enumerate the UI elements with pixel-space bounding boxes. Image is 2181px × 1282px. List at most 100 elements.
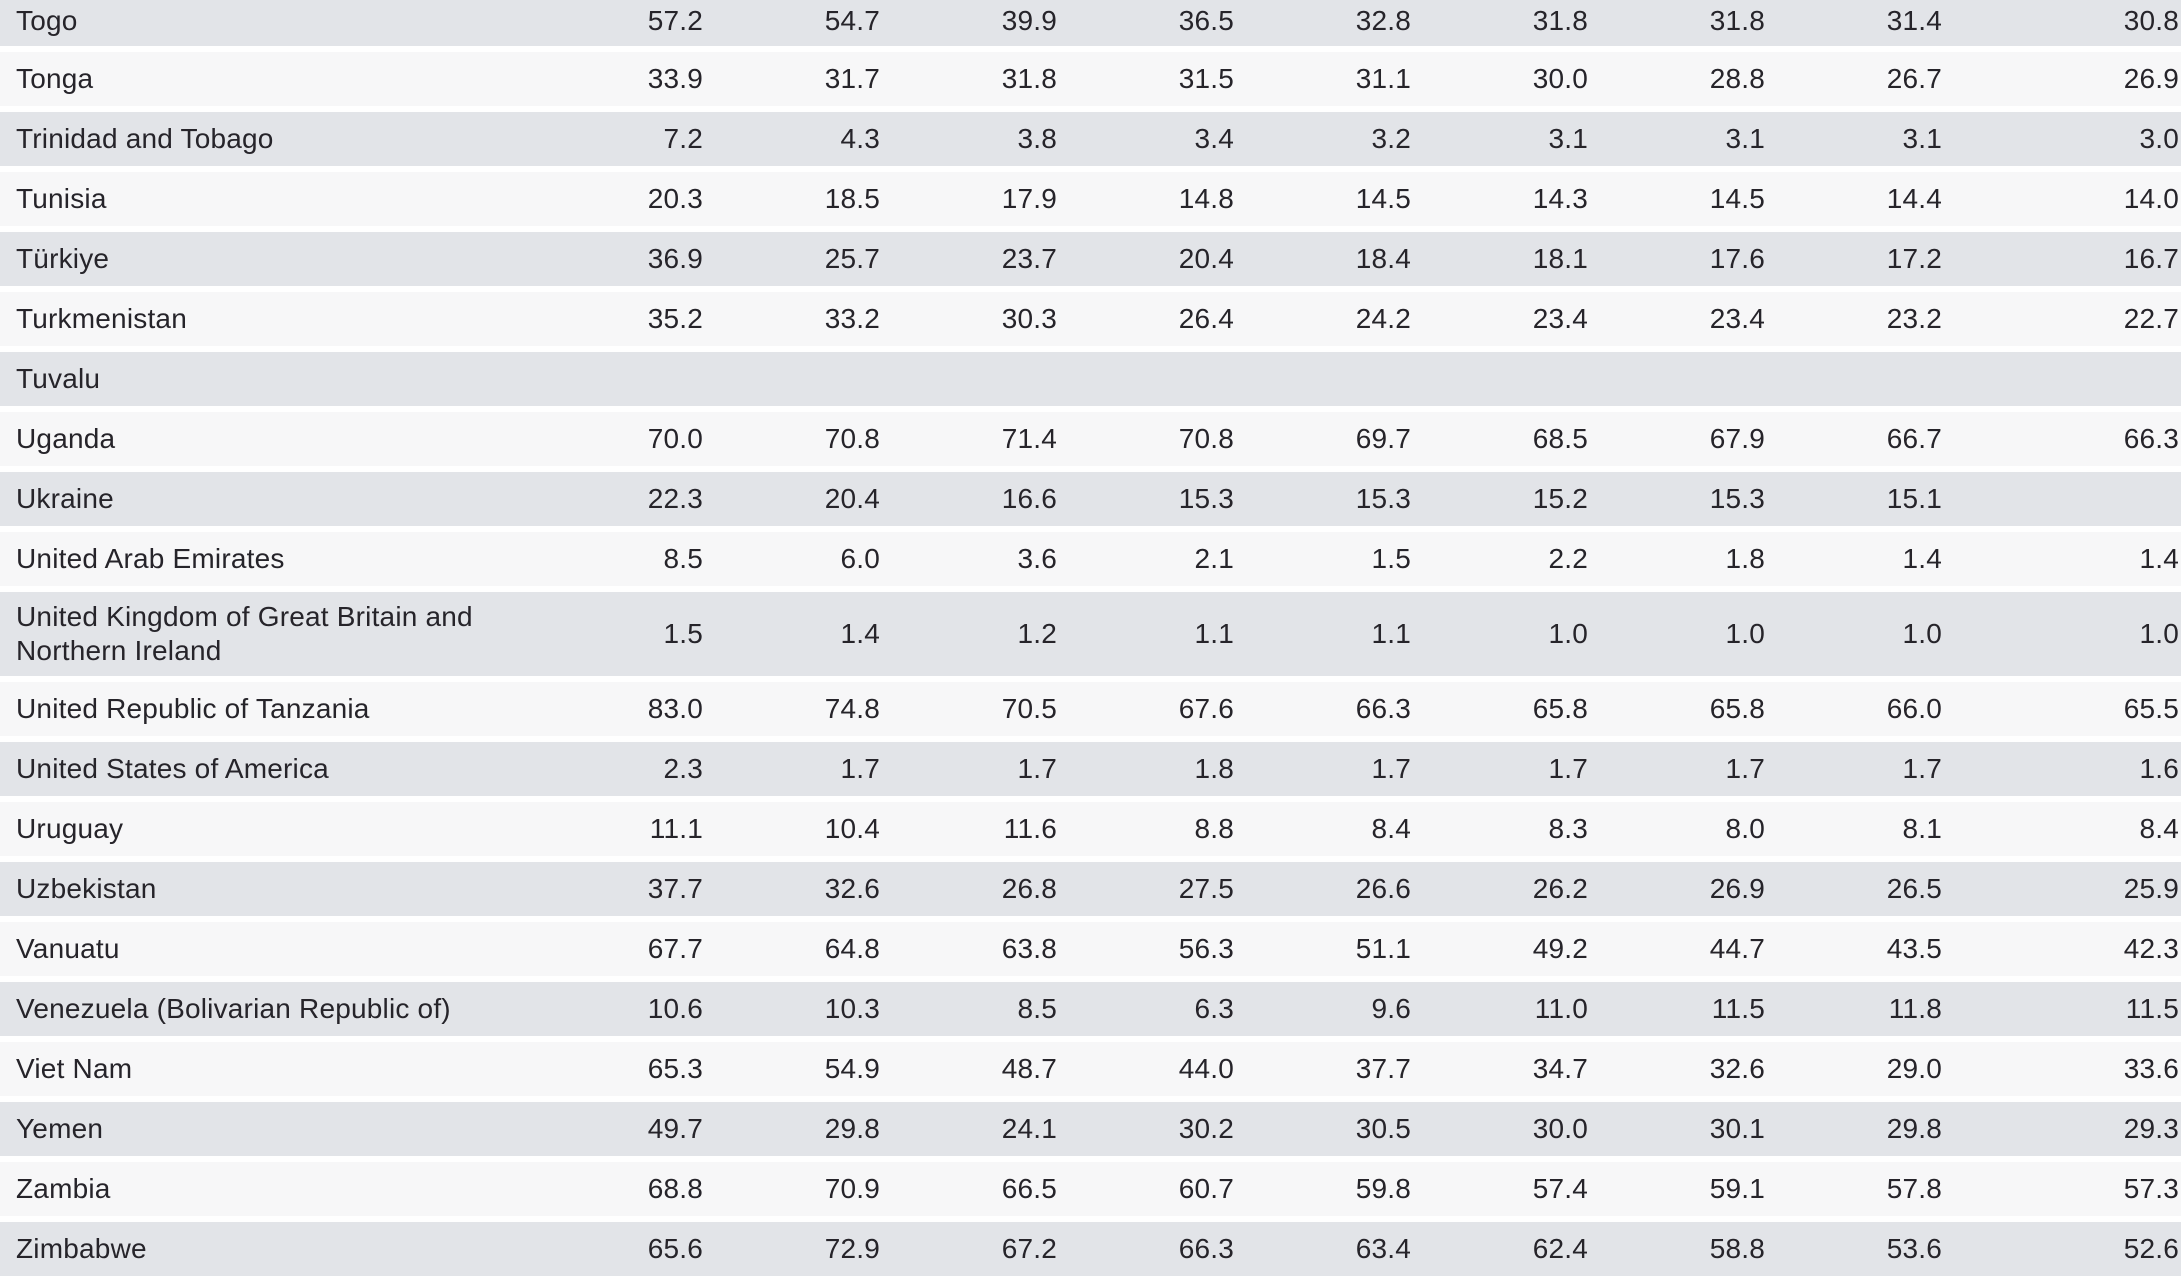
value-cell: 37.7 — [1234, 1042, 1411, 1096]
country-name-cell: Viet Nam — [0, 1042, 526, 1096]
value-cell: 57.8 — [1765, 1162, 1942, 1216]
value-cell: 6.3 — [1057, 982, 1234, 1036]
value-cell: 31.4 — [1765, 0, 1942, 46]
value-cell: 30.1 — [1588, 1102, 1765, 1156]
value-cell: 66.5 — [880, 1162, 1057, 1216]
value-cell: 49.2 — [1411, 922, 1588, 976]
table-row: Tonga 33.9 31.7 31.8 31.5 31.1 30.0 28.8 26.7 26… — [0, 52, 2181, 106]
value-cell: 70.8 — [1057, 412, 1234, 466]
value-cell: 83.0 — [526, 682, 703, 736]
value-cell: 20.4 — [1057, 232, 1234, 286]
value-cell: 3.8 — [880, 112, 1057, 166]
value-cell: 22.7 — [1942, 292, 2181, 346]
value-cell: 28.8 — [1588, 52, 1765, 106]
value-cell: 18.1 — [1411, 232, 1588, 286]
value-cell: 8.8 — [1057, 802, 1234, 856]
value-cell: 57.2 — [526, 0, 703, 46]
table-row: Trinidad and Tobago 7.2 4.3 3.8 3.4 3.2 3.1 3.… — [0, 112, 2181, 166]
value-cell: 23.4 — [1411, 292, 1588, 346]
value-cell: 52.6 — [1942, 1222, 2181, 1276]
country-name-cell: Tunisia — [0, 172, 526, 226]
country-name-cell: Trinidad and Tobago — [0, 112, 526, 166]
value-cell: 8.4 — [1942, 802, 2181, 856]
value-cell: 2.1 — [1057, 532, 1234, 586]
value-cell: 14.4 — [1765, 172, 1942, 226]
value-cell: 14.5 — [1588, 172, 1765, 226]
value-cell: 53.6 — [1765, 1222, 1942, 1276]
value-cell: 15.3 — [1234, 472, 1411, 526]
value-cell: 66.3 — [1942, 412, 2181, 466]
value-cell: 1.0 — [1765, 592, 1942, 676]
value-cell: 72.9 — [703, 1222, 880, 1276]
value-cell: 11.6 — [880, 802, 1057, 856]
value-cell: 4.3 — [703, 112, 880, 166]
value-cell: 6.0 — [703, 532, 880, 586]
value-cell: 59.8 — [1234, 1162, 1411, 1216]
table-row: Turkmenistan 35.2 33.2 30.3 26.4 24.2 23.4 23.… — [0, 292, 2181, 346]
value-cell: 68.8 — [526, 1162, 703, 1216]
value-cell: 31.5 — [1057, 52, 1234, 106]
country-name-cell: Uganda — [0, 412, 526, 466]
value-cell: 57.4 — [1411, 1162, 1588, 1216]
value-cell: 27.5 — [1057, 862, 1234, 916]
country-name-cell: Uruguay — [0, 802, 526, 856]
value-cell — [1057, 352, 1234, 406]
value-cell: 57.3 — [1942, 1162, 2181, 1216]
value-cell: 32.8 — [1234, 0, 1411, 46]
value-cell: 49.7 — [526, 1102, 703, 1156]
value-cell — [880, 352, 1057, 406]
value-cell: 66.7 — [1765, 412, 1942, 466]
value-cell: 1.7 — [1234, 742, 1411, 796]
country-name-cell: Tonga — [0, 52, 526, 106]
value-cell: 60.7 — [1057, 1162, 1234, 1216]
value-cell: 31.8 — [1411, 0, 1588, 46]
value-cell: 26.4 — [1057, 292, 1234, 346]
country-name-cell: Ukraine — [0, 472, 526, 526]
value-cell: 32.6 — [1588, 1042, 1765, 1096]
value-cell — [1588, 352, 1765, 406]
value-cell: 67.2 — [880, 1222, 1057, 1276]
value-cell: 25.7 — [703, 232, 880, 286]
value-cell: 70.0 — [526, 412, 703, 466]
value-cell: 30.2 — [1057, 1102, 1234, 1156]
table-row: Türkiye 36.9 25.7 23.7 20.4 18.4 18.1 17.6 17.2… — [0, 232, 2181, 286]
value-cell: 9.6 — [1234, 982, 1411, 1036]
value-cell: 1.6 — [1942, 742, 2181, 796]
value-cell: 44.0 — [1057, 1042, 1234, 1096]
value-cell: 20.3 — [526, 172, 703, 226]
value-cell: 65.5 — [1942, 682, 2181, 736]
table-row: Uzbekistan 37.7 32.6 26.8 27.5 26.6 26.2 26.9 2… — [0, 862, 2181, 916]
value-cell: 8.3 — [1411, 802, 1588, 856]
value-cell: 48.7 — [880, 1042, 1057, 1096]
value-cell: 1.5 — [526, 592, 703, 676]
value-cell: 70.8 — [703, 412, 880, 466]
value-cell: 1.1 — [1234, 592, 1411, 676]
value-cell: 36.9 — [526, 232, 703, 286]
value-cell: 3.4 — [1057, 112, 1234, 166]
table-row: Vanuatu 67.7 64.8 63.8 56.3 51.1 49.2 44.7 43.5… — [0, 922, 2181, 976]
value-cell: 43.5 — [1765, 922, 1942, 976]
value-cell: 26.9 — [1588, 862, 1765, 916]
value-cell: 24.1 — [880, 1102, 1057, 1156]
value-cell: 14.3 — [1411, 172, 1588, 226]
value-cell: 74.8 — [703, 682, 880, 736]
value-cell: 33.2 — [703, 292, 880, 346]
value-cell: 44.7 — [1588, 922, 1765, 976]
value-cell: 10.4 — [703, 802, 880, 856]
value-cell: 1.7 — [880, 742, 1057, 796]
value-cell: 8.5 — [526, 532, 703, 586]
value-cell: 1.5 — [1234, 532, 1411, 586]
value-cell: 34.7 — [1411, 1042, 1588, 1096]
value-cell: 30.3 — [880, 292, 1057, 346]
value-cell: 31.1 — [1234, 52, 1411, 106]
value-cell: 24.2 — [1234, 292, 1411, 346]
country-name-cell: United Kingdom of Great Britain and Nort… — [0, 592, 526, 676]
country-name-cell: United States of America — [0, 742, 526, 796]
value-cell: 30.5 — [1234, 1102, 1411, 1156]
value-cell: 3.0 — [1942, 112, 2181, 166]
value-cell: 58.8 — [1588, 1222, 1765, 1276]
value-cell: 3.1 — [1765, 112, 1942, 166]
value-cell: 7.2 — [526, 112, 703, 166]
